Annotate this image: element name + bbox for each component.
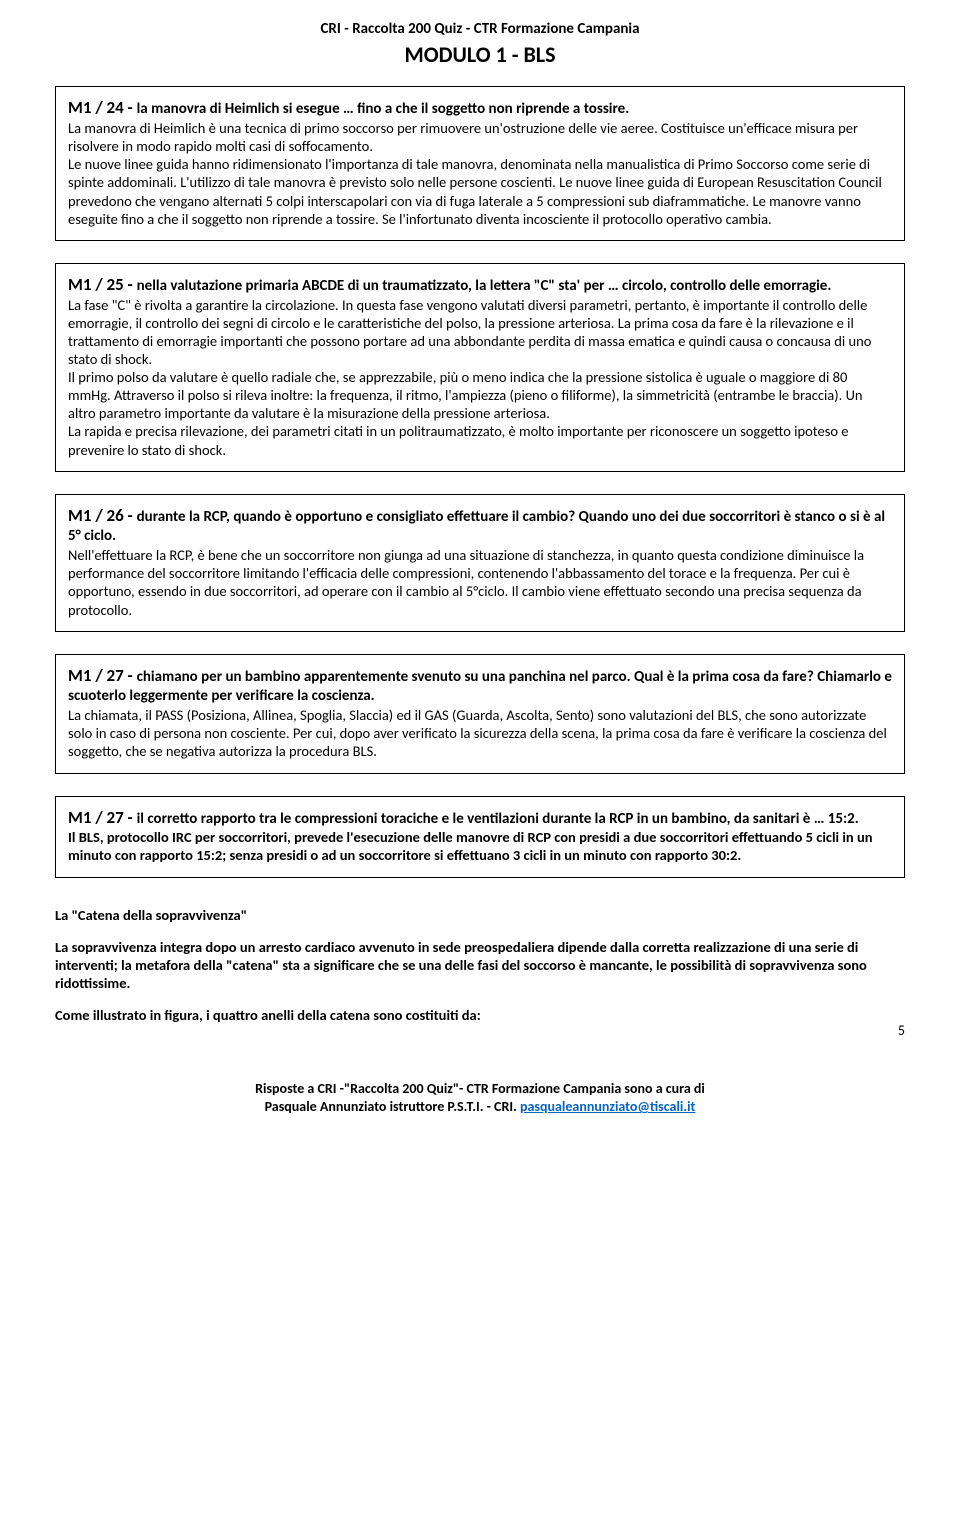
header-subtitle: CRI - Raccolta 200 Quiz - CTR Formazione… [55, 20, 905, 39]
question-number: M1 / 24 - [68, 97, 137, 118]
document-header: CRI - Raccolta 200 Quiz - CTR Formazione… [55, 20, 905, 68]
question-number: M1 / 27 - [68, 807, 137, 828]
standalone-p1: La sopravvivenza integra dopo un arresto… [55, 938, 905, 992]
question-box: M1 / 25 - nella valutazione primaria ABC… [55, 263, 905, 472]
question-title: chiamano per un bambino apparentemente s… [68, 668, 892, 706]
question-title: il corretto rapporto tra le compressioni… [137, 810, 859, 828]
page-number: 5 [55, 1022, 905, 1040]
footer-email-link[interactable]: pasqualeannunziato@tiscali.it [520, 1098, 695, 1115]
question-box: M1 / 27 - chiamano per un bambino appare… [55, 654, 905, 774]
footer-line2-pre: Pasquale Annunziato istruttore P.S.T.I. … [265, 1098, 520, 1115]
question-body: La manovra di Heimlich è una tecnica di … [68, 119, 892, 228]
question-number: M1 / 26 - [68, 505, 137, 526]
question-title: nella valutazione primaria ABCDE di un t… [137, 277, 832, 295]
header-title: MODULO 1 - BLS [55, 41, 905, 69]
standalone-section: La "Catena della sopravvivenza" La sopra… [55, 906, 905, 1025]
question-body: La chiamata, il PASS (Posiziona, Allinea… [68, 706, 892, 760]
footer-line1: Risposte a CRI -"Raccolta 200 Quiz"- CTR… [55, 1080, 905, 1098]
question-body: Nell'effettuare la RCP, è bene che un so… [68, 546, 892, 619]
question-number: M1 / 25 - [68, 274, 137, 295]
standalone-title: La "Catena della sopravvivenza" [55, 906, 905, 924]
question-title: durante la RCP, quando è opportuno e con… [68, 508, 885, 546]
footer-line2: Pasquale Annunziato istruttore P.S.T.I. … [55, 1098, 905, 1116]
question-box: M1 / 26 - durante la RCP, quando è oppor… [55, 494, 905, 632]
question-body-bold: Il BLS, protocollo IRC per soccorritori,… [68, 828, 892, 864]
question-title: la manovra di Heimlich si esegue … fino … [137, 100, 630, 118]
question-box: M1 / 24 - la manovra di Heimlich si eseg… [55, 86, 905, 241]
question-number: M1 / 27 - [68, 665, 137, 686]
document-footer: Risposte a CRI -"Raccolta 200 Quiz"- CTR… [55, 1080, 905, 1116]
question-body: La fase "C" è rivolta a garantire la cir… [68, 296, 892, 459]
question-box: M1 / 27 - il corretto rapporto tra le co… [55, 796, 905, 878]
